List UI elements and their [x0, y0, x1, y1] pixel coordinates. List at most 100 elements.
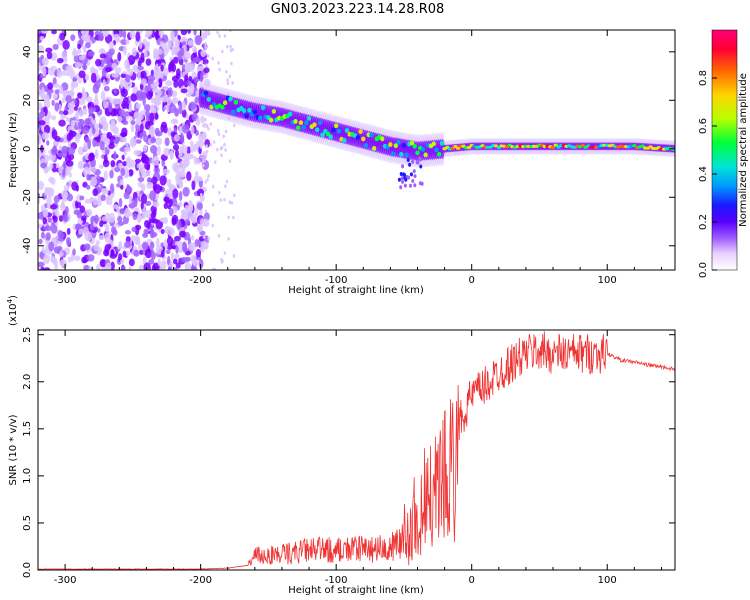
noise-cell	[58, 119, 66, 127]
noise-cell	[77, 160, 84, 170]
noise-cell	[97, 228, 101, 233]
noise-cell	[98, 32, 104, 42]
x-tick-label: -300	[54, 575, 77, 586]
ridge-core	[423, 152, 428, 158]
noise-cell	[207, 174, 210, 178]
noise-cell	[175, 262, 181, 269]
noise-cell	[84, 73, 90, 81]
noise-cell	[129, 137, 137, 147]
chart-title: GN03.2023.223.14.28.R08	[270, 2, 445, 17]
ridge-core	[415, 150, 420, 156]
noise-cell	[78, 109, 84, 117]
spectrogram-y-axis-label: Frequency (Hz)	[8, 112, 19, 188]
noise-cell	[118, 108, 126, 117]
noise-cell	[218, 34, 221, 38]
noise-cell	[44, 225, 53, 232]
noise-cell	[207, 32, 211, 36]
noise-cell	[103, 56, 111, 65]
noise-cell	[66, 71, 71, 77]
noise-cell	[223, 251, 227, 256]
noise-cell	[137, 212, 141, 222]
noise-cell	[181, 41, 187, 46]
noise-cell	[83, 264, 90, 270]
noise-cell	[231, 81, 234, 85]
noise-cell	[143, 144, 148, 152]
noise-cell	[181, 100, 186, 111]
noise-cell	[199, 72, 204, 83]
snr-frame	[37, 329, 676, 571]
noise-cell	[168, 63, 172, 73]
noise-cell	[138, 57, 145, 63]
noise-cell	[58, 215, 64, 222]
colorbar-ticks: 0.0 0.2 0.4 0.6 0.8	[698, 70, 717, 278]
noise-cell	[95, 58, 102, 67]
noise-cell	[88, 106, 94, 116]
noise-cell	[135, 239, 141, 245]
noise-cell	[146, 90, 153, 100]
noise-cell	[73, 209, 81, 215]
noise-cell	[121, 154, 125, 161]
noise-cell	[51, 30, 57, 35]
noise-cell	[110, 248, 115, 257]
noise-cell	[67, 102, 73, 109]
noise-cell	[217, 61, 220, 65]
noise-cell	[224, 184, 227, 189]
noise-cell	[135, 90, 144, 99]
noise-cell	[70, 119, 75, 128]
noise-cell	[132, 212, 138, 221]
noise-cell	[50, 147, 58, 156]
noise-cell	[84, 118, 92, 126]
noise-cell	[67, 108, 73, 115]
noise-cell	[84, 243, 91, 251]
noise-cell	[124, 111, 130, 117]
ridge-tail	[412, 169, 416, 174]
noise-cell	[56, 57, 64, 64]
colorbar-tick-label: 0.0	[698, 262, 709, 278]
noise-cell	[226, 81, 230, 86]
noise-cell	[157, 145, 161, 156]
noise-cell	[222, 134, 225, 139]
noise-cell	[86, 208, 93, 217]
noise-cell	[152, 87, 159, 93]
ridge-core	[328, 134, 333, 140]
noise-cell	[181, 211, 188, 219]
noise-cell	[120, 184, 124, 190]
colorbar-tick-label: 0.8	[698, 70, 709, 86]
x-tick-label: -300	[54, 275, 77, 286]
noise-cell	[165, 80, 173, 87]
noise-cell	[214, 160, 217, 165]
noise-cell	[81, 35, 87, 40]
noise-cell	[66, 227, 71, 235]
ridge-core	[247, 107, 252, 113]
noise-cell	[52, 77, 57, 86]
noise-cell	[128, 195, 133, 206]
ridge-core	[203, 90, 209, 96]
noise-cell	[65, 95, 72, 104]
noise-cell	[122, 160, 128, 167]
noise-cell	[69, 90, 73, 95]
noise-cell	[42, 217, 48, 225]
noise-cell	[137, 65, 144, 71]
noise-cell	[152, 262, 160, 270]
noise-cell	[184, 261, 192, 270]
noise-cell	[137, 69, 142, 78]
noise-cell	[68, 171, 72, 178]
ridge-core	[333, 123, 339, 129]
noise-cell	[128, 266, 132, 270]
noise-cell	[119, 208, 124, 214]
noise-cell	[149, 125, 155, 136]
noise-cell	[160, 260, 167, 270]
noise-cell	[183, 50, 191, 60]
ridge-core	[331, 127, 336, 133]
ridge-core	[439, 140, 445, 146]
colorbar-gradient	[711, 29, 738, 271]
noise-cell	[154, 127, 160, 136]
ridge-core	[325, 131, 331, 137]
noise-cell	[204, 35, 208, 39]
noise-cell	[47, 67, 55, 76]
ridge-core	[342, 138, 347, 143]
noise-cell	[100, 90, 106, 101]
noise-cell	[173, 79, 179, 88]
noise-cell	[101, 75, 108, 84]
